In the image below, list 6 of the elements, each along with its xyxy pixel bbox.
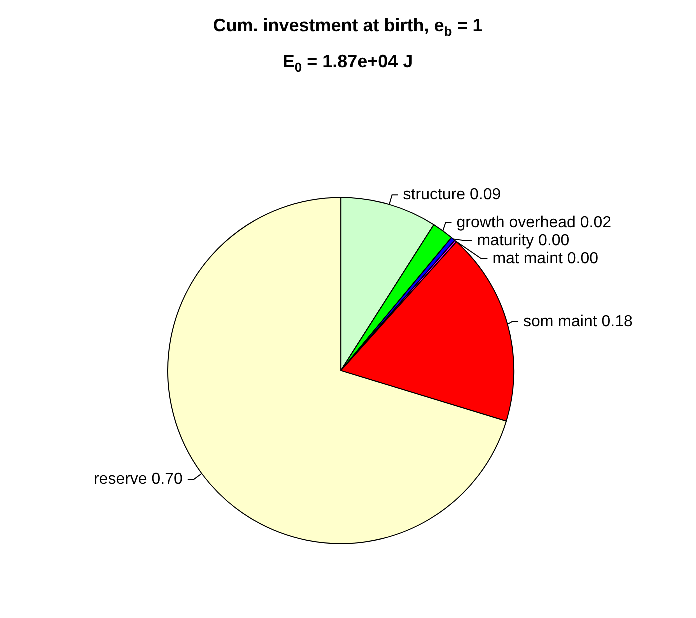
slice-label: mat maint 0.00	[492, 250, 599, 268]
slice-label: growth overhead 0.02	[456, 214, 612, 232]
slice-label: reserve 0.70	[94, 471, 184, 488]
slice-label: structure 0.09	[403, 186, 502, 204]
slice-label: maturity 0.00	[477, 232, 570, 250]
slice-label: som maint 0.18	[524, 313, 633, 330]
